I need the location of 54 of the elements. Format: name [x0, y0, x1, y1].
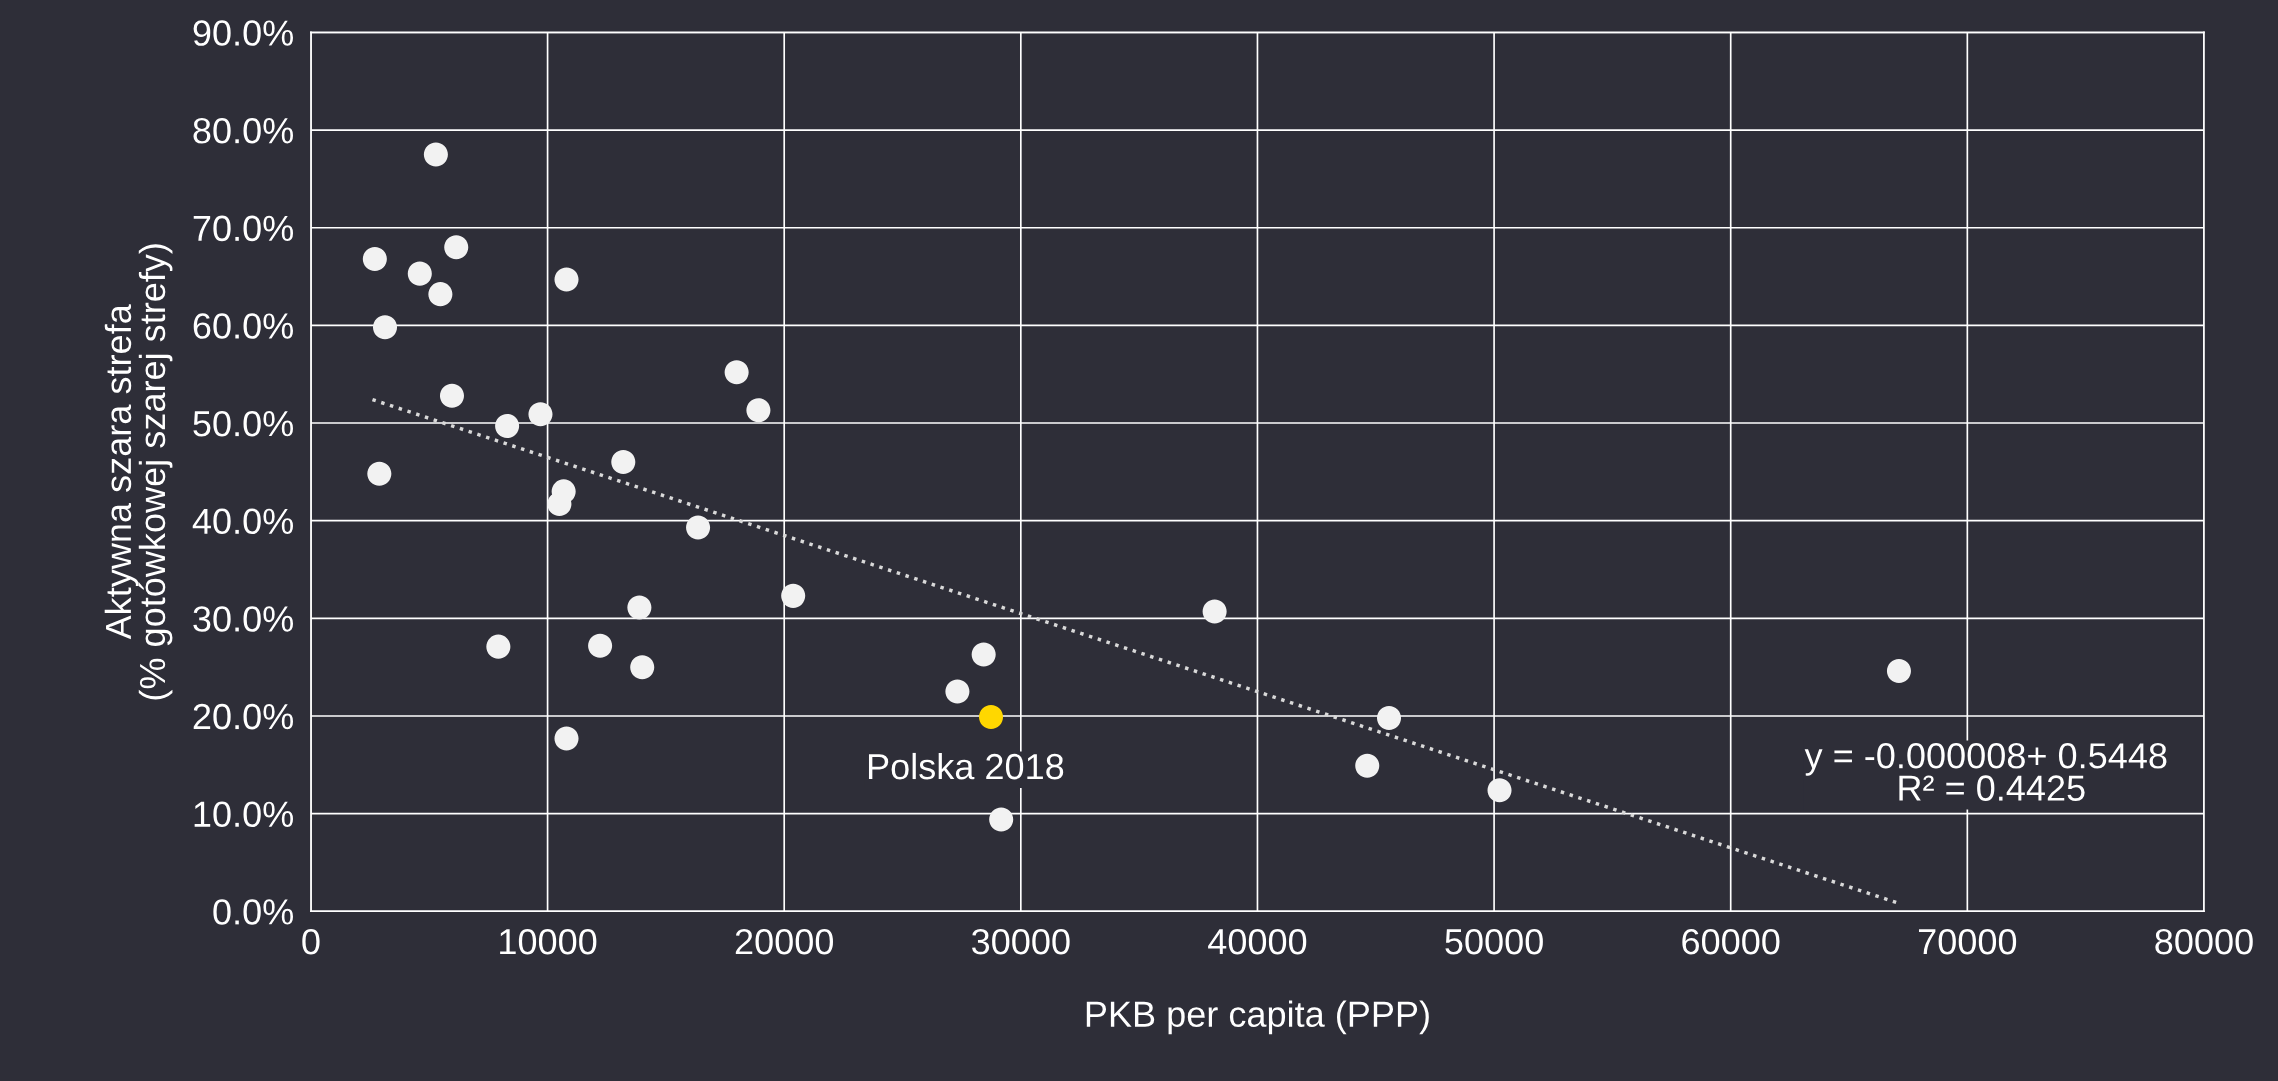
- point: [428, 282, 453, 307]
- point: [528, 402, 553, 427]
- point: [407, 261, 432, 286]
- annotation: y = -0.000008+ 0.5448 R² = 0.4425: [1804, 743, 2167, 801]
- point: [627, 595, 652, 620]
- point: [554, 726, 579, 751]
- x-tick-label: 50000: [1445, 928, 1543, 955]
- point: [971, 642, 996, 667]
- point: [1886, 659, 1911, 684]
- point: [989, 807, 1014, 832]
- y-tick-label: 50.0%: [193, 410, 293, 437]
- y-tick-label: 0.0%: [213, 899, 293, 925]
- point: [724, 360, 749, 385]
- y-tick-label: 40.0%: [192, 508, 293, 535]
- point: [746, 398, 771, 423]
- x-tick-label: 60000: [1682, 928, 1780, 955]
- point: [1487, 778, 1512, 803]
- y-tick-label: 10.0%: [194, 801, 293, 828]
- point: [362, 246, 387, 272]
- point: [781, 583, 806, 608]
- point: [372, 315, 398, 340]
- point: [978, 704, 1004, 729]
- y-tick-label: 20.0%: [193, 703, 293, 730]
- point: [1376, 705, 1402, 730]
- point: [588, 633, 613, 658]
- point: [554, 267, 579, 292]
- point: [1355, 753, 1380, 778]
- x-tick-label: 80000: [2155, 928, 2253, 955]
- y-tick-label: 90.0%: [193, 20, 293, 46]
- y-tick-label: 80.0%: [193, 117, 293, 144]
- annotation: Polska 2018: [868, 752, 1064, 780]
- point: [1202, 599, 1227, 624]
- point: [439, 383, 464, 408]
- point: [547, 492, 572, 517]
- x-tick-label: 20000: [735, 928, 833, 955]
- y-axis-title: Aktywna szara strefa (% gotówkowej szarej strefy): [104, 244, 173, 700]
- point: [486, 634, 511, 659]
- y-tick-label: 30.0%: [193, 606, 293, 632]
- x-tick-label: 30000: [972, 928, 1070, 955]
- y-tick-label: 70.0%: [193, 215, 293, 242]
- point: [630, 655, 655, 680]
- x-tick-label: 0: [302, 928, 320, 955]
- x-tick-label: 70000: [1918, 928, 2017, 955]
- x-tick-label: 10000: [500, 928, 597, 955]
- point: [945, 679, 970, 704]
- x-axis-title: PKB per capita (PPP): [1086, 1000, 1429, 1035]
- y-tick-label: 60.0%: [193, 313, 293, 339]
- point: [611, 450, 636, 475]
- x-tick-label: 40000: [1208, 928, 1307, 955]
- point: [367, 461, 392, 486]
- point: [444, 235, 469, 260]
- point: [686, 515, 711, 540]
- point: [495, 413, 520, 438]
- point: [423, 142, 448, 167]
